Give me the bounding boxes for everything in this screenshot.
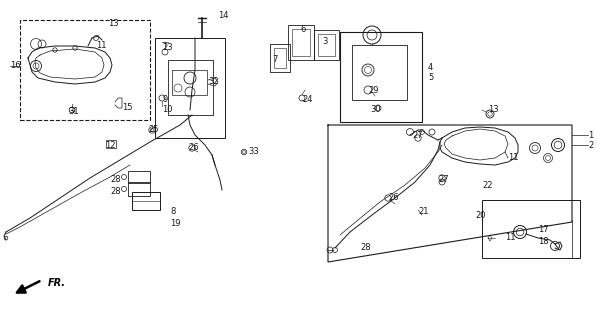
Text: 2: 2 [588, 141, 594, 150]
Bar [340, 32, 422, 122]
Text: 6: 6 [300, 26, 306, 35]
Bar [128, 182, 150, 196]
Text: 27: 27 [412, 131, 423, 140]
Bar [168, 60, 213, 115]
Text: 21: 21 [418, 207, 428, 217]
Bar [155, 38, 225, 138]
Bar [274, 48, 286, 68]
Bar [270, 44, 290, 72]
Text: 25: 25 [148, 125, 159, 134]
Text: 28: 28 [110, 188, 121, 196]
Text: 11: 11 [96, 42, 107, 51]
Bar [106, 140, 116, 148]
Text: 27: 27 [438, 175, 448, 185]
Text: 3: 3 [322, 37, 328, 46]
Bar [318, 34, 335, 56]
Text: 26: 26 [388, 194, 398, 203]
Bar [482, 200, 580, 258]
Bar [352, 45, 407, 100]
Text: 30: 30 [370, 106, 381, 115]
Text: 31: 31 [68, 108, 79, 116]
Text: 11: 11 [508, 154, 518, 163]
Text: 26: 26 [188, 143, 199, 153]
Bar [288, 25, 314, 60]
Text: 4: 4 [428, 63, 433, 73]
Text: 28: 28 [110, 175, 121, 185]
Text: 32: 32 [208, 77, 218, 86]
Bar [172, 70, 207, 95]
Text: 23: 23 [162, 44, 173, 52]
Text: 7: 7 [272, 55, 278, 65]
Text: 10: 10 [162, 106, 173, 115]
Text: 28: 28 [360, 244, 371, 252]
Text: 16: 16 [10, 61, 21, 70]
Text: 33: 33 [248, 148, 259, 156]
Text: 20: 20 [475, 211, 486, 220]
Text: 29: 29 [368, 85, 378, 94]
Text: 11: 11 [505, 234, 515, 243]
Text: 17: 17 [538, 226, 548, 235]
Text: 8: 8 [170, 207, 176, 217]
Bar [132, 192, 160, 210]
Text: 22: 22 [482, 180, 492, 189]
Text: 5: 5 [428, 74, 433, 83]
Text: 18: 18 [538, 237, 548, 246]
Bar [20, 20, 150, 120]
Bar [128, 171, 150, 183]
Text: 12: 12 [105, 140, 115, 149]
Text: 14: 14 [218, 11, 229, 20]
Text: 13: 13 [108, 19, 118, 28]
Text: 24: 24 [302, 95, 312, 105]
Text: 19: 19 [170, 219, 181, 228]
Text: 13: 13 [488, 106, 498, 115]
Text: 15: 15 [122, 103, 132, 113]
Text: FR.: FR. [48, 278, 66, 288]
Bar [292, 29, 310, 56]
Text: 9: 9 [162, 95, 167, 105]
Text: 1: 1 [588, 131, 594, 140]
Bar [314, 30, 339, 60]
